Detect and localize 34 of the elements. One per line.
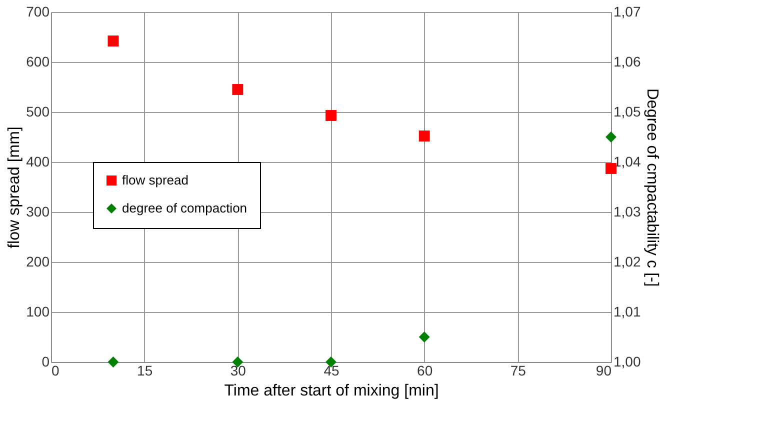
point — [418, 130, 430, 142]
x-tick-label: 15 — [137, 362, 153, 378]
x-tick-label: 45 — [324, 362, 340, 378]
y2-tick-label: 1,07 — [614, 4, 641, 20]
y-tick-label: 300 — [26, 204, 50, 220]
y-tick-label: 600 — [26, 54, 50, 70]
legend-label: flow spread — [122, 172, 188, 188]
y2-tick-label: 1,02 — [614, 254, 641, 270]
x-axis-title: Time after start of mixing [min] — [224, 382, 439, 400]
y2-tick-label: 1,01 — [614, 304, 641, 320]
point — [418, 332, 430, 342]
y2-tick-label: 1,04 — [614, 154, 641, 170]
y-tick-label: 400 — [26, 154, 50, 170]
point — [108, 356, 119, 368]
y-tick-label: 100 — [26, 304, 50, 320]
y2-tick-label: 1,03 — [614, 204, 641, 220]
x-tick-label: 30 — [230, 362, 246, 378]
y2-tick-label: 1,05 — [614, 104, 641, 120]
legend-label: degree of compaction — [122, 200, 248, 216]
y-tick-label: 700 — [26, 4, 50, 20]
x-tick-label: 60 — [417, 362, 433, 378]
y2-tick-label: 1,00 — [614, 354, 641, 370]
point — [232, 84, 244, 95]
point — [326, 110, 336, 121]
y-tick-label: 200 — [26, 254, 50, 270]
point — [108, 36, 119, 46]
point — [606, 163, 616, 174]
y-axis-title: flow spread [mm] — [6, 126, 24, 248]
y-tick-label: 500 — [26, 104, 50, 120]
x-tick-label: 75 — [510, 362, 526, 378]
point — [606, 132, 616, 142]
x-tick-label: 90 — [596, 362, 612, 378]
y2-tick-label: 1,06 — [614, 54, 641, 70]
y2-axis-title: Degree of cmpactability c [-] — [644, 88, 661, 287]
